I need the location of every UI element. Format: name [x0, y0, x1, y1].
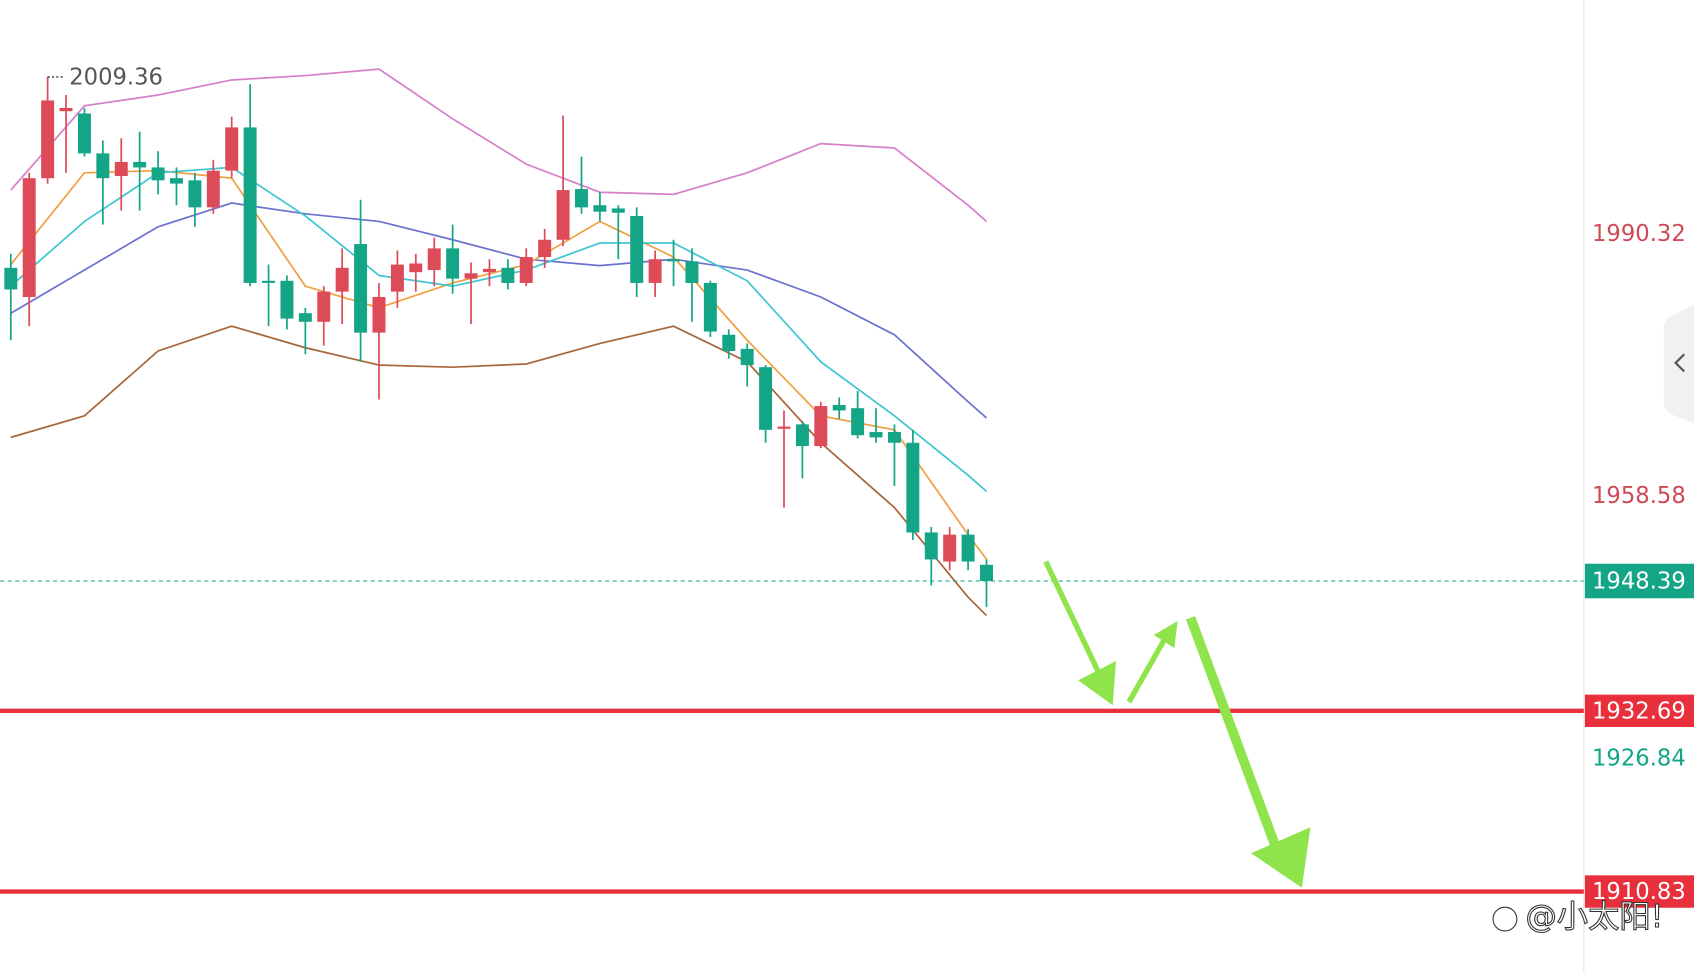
- candle-body: [924, 532, 938, 560]
- indicator-line: [10, 325, 988, 617]
- y-tick-label: 1926.84: [1592, 746, 1686, 772]
- level-label: 1932.69: [1592, 698, 1686, 724]
- candle-body: [814, 406, 828, 447]
- candle-body: [427, 248, 441, 271]
- candle-body: [593, 205, 607, 212]
- candle-body: [777, 426, 791, 429]
- candle-body: [501, 267, 515, 283]
- candle-body: [446, 248, 460, 279]
- tab-bg[interactable]: [1663, 304, 1694, 424]
- arrow-head: [1153, 621, 1178, 648]
- level-label-bg: [1584, 694, 1694, 728]
- candle-body: [556, 190, 570, 240]
- candle-body: [795, 424, 809, 447]
- candle-body: [575, 189, 588, 208]
- candle-body: [943, 534, 957, 562]
- arrow: [1126, 635, 1169, 704]
- candle-body: [869, 432, 883, 438]
- candle-body: [759, 367, 773, 430]
- candle-body: [390, 264, 404, 292]
- candle-body: [280, 280, 294, 319]
- y-tick-label: 1990.32: [1592, 221, 1686, 247]
- candle-body: [538, 239, 552, 258]
- max-label: 2009.36: [69, 64, 163, 90]
- price-axis: 1990.32 1958.58 1926.84 1932.69 1910.83 1948.…: [1584, 221, 1694, 908]
- candle-body: [262, 280, 276, 283]
- arrow-head: [1078, 660, 1117, 706]
- indicator-line: [10, 68, 988, 223]
- candle-body: [832, 404, 846, 411]
- candle-body: [243, 127, 257, 283]
- candle-body: [225, 127, 239, 171]
- candle-body: [464, 273, 478, 279]
- level-label-bg: [1584, 875, 1694, 908]
- arrow: [1043, 560, 1103, 677]
- candle-body: [519, 257, 533, 283]
- candle-body: [170, 178, 183, 184]
- candle-body: [298, 313, 312, 322]
- candle-body: [335, 267, 349, 292]
- candle-body: [703, 282, 717, 332]
- candle-body: [354, 244, 368, 333]
- level-label: 1910.83: [1592, 879, 1686, 905]
- candle-body: [887, 432, 901, 443]
- arrow: [1185, 616, 1280, 847]
- last-price-bg: [1584, 563, 1694, 599]
- candle-body: [188, 180, 202, 208]
- candle-body: [59, 107, 73, 112]
- candle-body: [611, 208, 625, 213]
- candle-body: [151, 167, 165, 181]
- arrow-head: [1251, 827, 1311, 888]
- candle-body: [980, 564, 993, 582]
- candle-body: [372, 296, 386, 333]
- candle-body: [906, 442, 920, 533]
- candle-body: [22, 178, 36, 297]
- candle-body: [41, 100, 55, 179]
- candle-body: [667, 259, 681, 262]
- candle-body: [409, 263, 423, 273]
- candle-body: [206, 170, 220, 208]
- watermark-text: @小太阳!: [1525, 899, 1663, 935]
- candle-body: [961, 534, 975, 562]
- candle-body: [740, 348, 754, 366]
- candle-body: [482, 268, 496, 273]
- candle-body: [851, 408, 865, 436]
- candle-body: [133, 161, 147, 168]
- candle-body: [77, 113, 91, 154]
- candle-body: [114, 161, 128, 177]
- candle-body: [722, 334, 736, 351]
- chevron-icon[interactable]: [1674, 353, 1686, 373]
- watermark-logo: [1492, 906, 1518, 932]
- candle-body: [96, 153, 110, 179]
- plot-area: 2009.36: [0, 64, 1584, 894]
- candle-body: [685, 261, 699, 283]
- watermark: @小太阳!: [1491, 898, 1664, 936]
- collapse-tab[interactable]: [1663, 304, 1694, 424]
- candle-body: [4, 267, 18, 290]
- candle-body: [630, 215, 644, 283]
- forecast-arrows: [1043, 560, 1311, 888]
- candle-body: [648, 259, 662, 283]
- y-tick-label: 1958.58: [1592, 483, 1686, 509]
- last-price-label: 1948.39: [1592, 569, 1686, 595]
- candle-body: [317, 291, 331, 322]
